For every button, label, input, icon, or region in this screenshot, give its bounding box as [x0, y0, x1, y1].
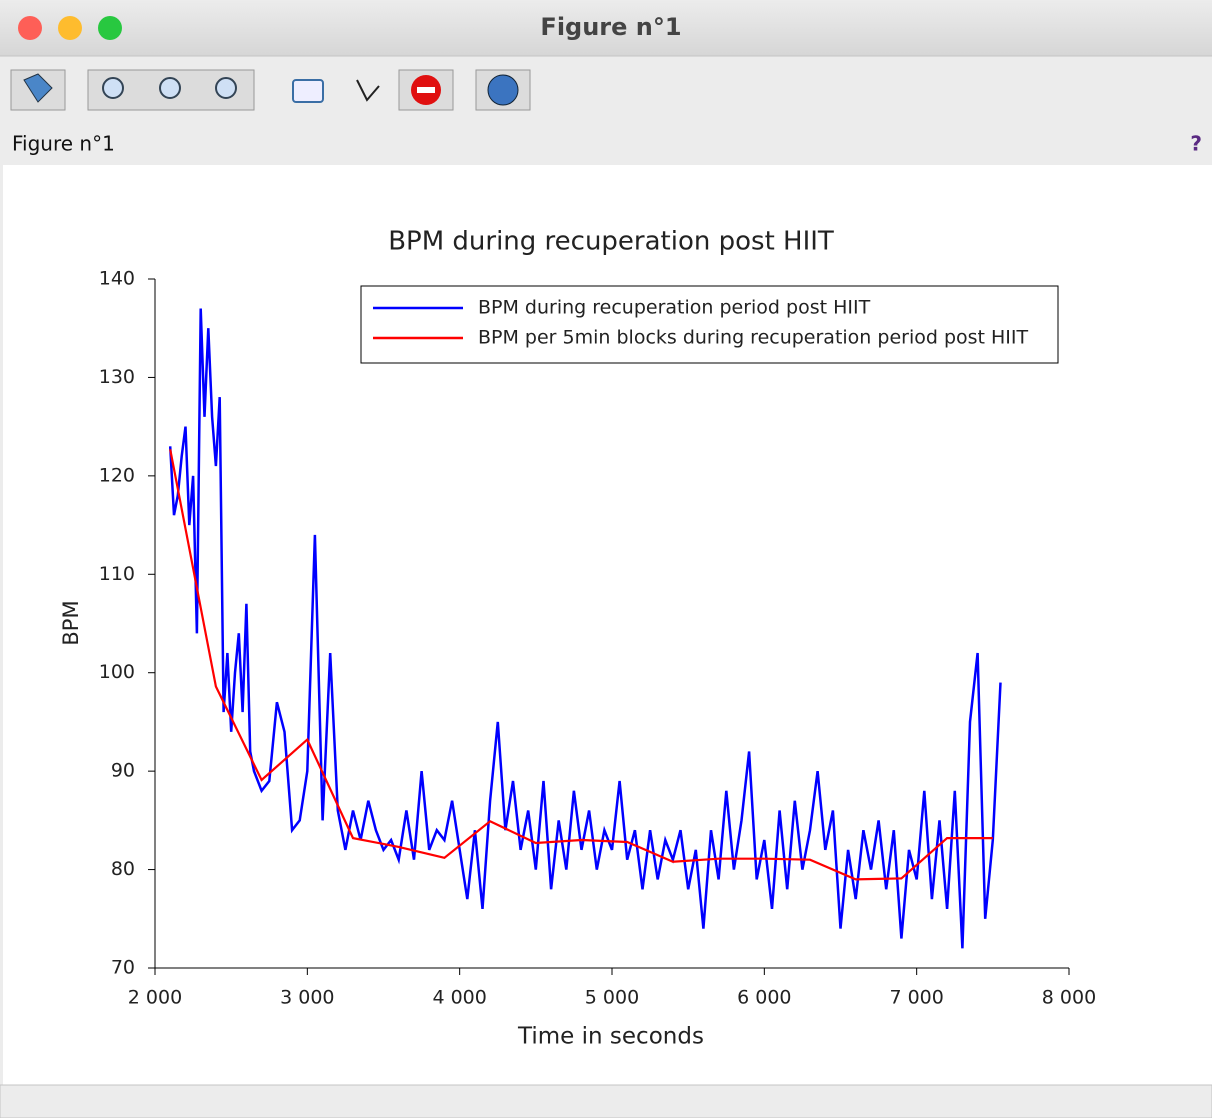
x-tick-label: 8 000 — [1042, 987, 1096, 1009]
x-tick-label: 2 000 — [128, 987, 182, 1009]
legend-box — [360, 285, 1059, 364]
x-tick-label: 4 000 — [432, 987, 486, 1009]
close-button[interactable] — [18, 16, 42, 40]
icon — [215, 77, 237, 99]
y-tick-label: 120 — [99, 464, 135, 486]
legend: BPM during recuperation period post HIIT… — [360, 285, 1059, 364]
y-tick-label: 90 — [111, 760, 135, 782]
icon — [417, 87, 435, 93]
minimize-button[interactable] — [58, 16, 82, 40]
window-title: Figure n°1 — [540, 13, 681, 41]
y-tick-label: 110 — [99, 563, 135, 585]
help-icon — [487, 74, 519, 106]
plot: 70 80 90 100 110 120 130 140 2 000 3 000 4 000 5 00… — [99, 268, 1096, 1009]
edit-icon[interactable] — [356, 79, 380, 102]
legend-label: BPM per 5min blocks during recuperation … — [478, 327, 1029, 349]
series-line — [169, 449, 993, 881]
help-mark[interactable]: ? — [1190, 132, 1202, 156]
chart-title: BPM during recuperation post HIIT — [388, 227, 834, 257]
toolbar — [10, 69, 531, 111]
y-axis-label: BPM — [59, 600, 83, 645]
y-tick-label: 140 — [99, 268, 135, 290]
y-tick-label: 80 — [111, 858, 135, 880]
icon — [23, 73, 53, 103]
legend-label: BPM during recuperation period post HIIT — [478, 297, 871, 319]
series-line — [168, 308, 1002, 949]
zoom-button[interactable] — [98, 16, 122, 40]
y-tick-label: 100 — [99, 661, 135, 683]
figure-label: Figure n°1 — [12, 132, 115, 156]
x-tick-label: 3 000 — [280, 987, 334, 1009]
icon — [159, 77, 181, 99]
x-tick-label: 7 000 — [889, 987, 943, 1009]
x-tick-label: 6 000 — [737, 987, 791, 1009]
datatip-icon[interactable] — [292, 79, 324, 103]
title-bar — [0, 0, 1212, 56]
y-tick-label: 70 — [111, 957, 135, 979]
status-bar — [0, 1084, 1212, 1118]
x-tick-label: 5 000 — [585, 987, 639, 1009]
x-axis-label: Time in seconds — [517, 1024, 704, 1050]
icon — [102, 77, 124, 99]
y-tick-label: 130 — [99, 366, 135, 388]
